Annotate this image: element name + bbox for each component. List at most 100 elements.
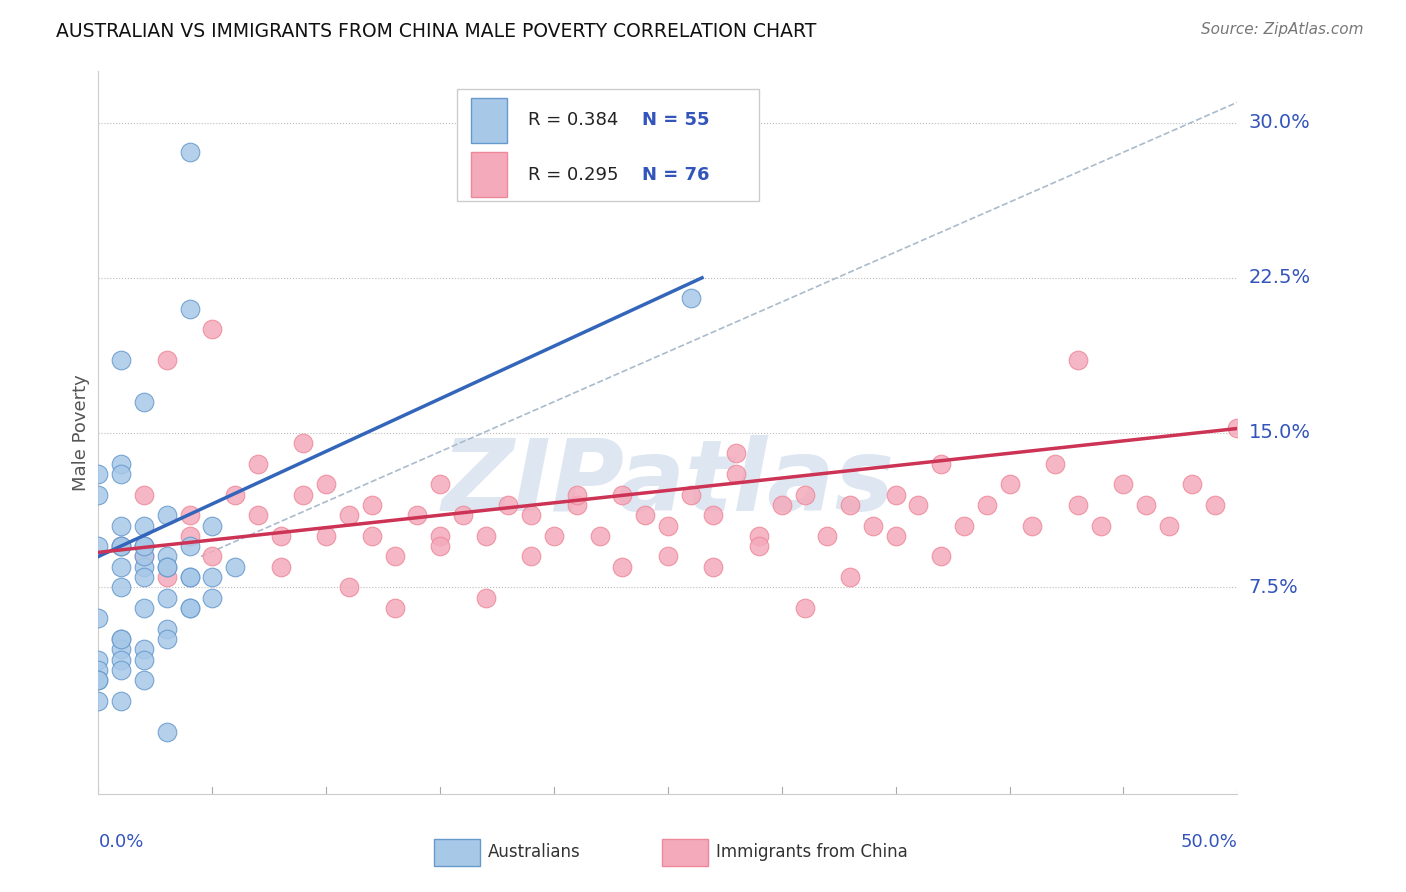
- Point: [384, 601, 406, 615]
- Point: [565, 487, 588, 501]
- Point: [270, 529, 292, 543]
- Point: [224, 559, 246, 574]
- Point: [1135, 498, 1157, 512]
- Point: [132, 549, 155, 564]
- Point: [474, 591, 496, 605]
- Point: [315, 477, 337, 491]
- FancyBboxPatch shape: [662, 838, 707, 866]
- Point: [907, 498, 929, 512]
- Point: [110, 694, 132, 708]
- Text: AUSTRALIAN VS IMMIGRANTS FROM CHINA MALE POVERTY CORRELATION CHART: AUSTRALIAN VS IMMIGRANTS FROM CHINA MALE…: [56, 22, 817, 41]
- Text: R = 0.295: R = 0.295: [527, 166, 619, 184]
- FancyBboxPatch shape: [471, 98, 508, 143]
- Point: [246, 508, 269, 523]
- Point: [110, 642, 132, 657]
- Point: [612, 487, 634, 501]
- Point: [474, 529, 496, 543]
- Point: [862, 518, 884, 533]
- Point: [87, 487, 110, 501]
- Point: [292, 436, 315, 450]
- Point: [156, 508, 179, 523]
- Point: [702, 508, 724, 523]
- Point: [179, 601, 201, 615]
- Point: [451, 508, 474, 523]
- Point: [132, 394, 155, 409]
- Point: [156, 559, 179, 574]
- Point: [132, 487, 155, 501]
- Point: [360, 498, 382, 512]
- Point: [793, 601, 815, 615]
- Point: [132, 539, 155, 553]
- Point: [87, 467, 110, 481]
- Point: [1112, 477, 1135, 491]
- Point: [520, 549, 543, 564]
- Text: N = 55: N = 55: [641, 112, 709, 129]
- Point: [1043, 457, 1066, 471]
- Point: [976, 498, 998, 512]
- Point: [201, 591, 224, 605]
- Point: [337, 581, 360, 595]
- Point: [929, 457, 952, 471]
- Point: [156, 549, 179, 564]
- Point: [315, 529, 337, 543]
- Point: [201, 570, 224, 584]
- Point: [839, 498, 862, 512]
- Point: [110, 632, 132, 646]
- Point: [179, 508, 201, 523]
- FancyBboxPatch shape: [457, 89, 759, 202]
- Text: Source: ZipAtlas.com: Source: ZipAtlas.com: [1201, 22, 1364, 37]
- Point: [156, 591, 179, 605]
- Point: [110, 457, 132, 471]
- Point: [110, 539, 132, 553]
- Point: [87, 694, 110, 708]
- Point: [110, 467, 132, 481]
- Point: [132, 570, 155, 584]
- Point: [953, 518, 976, 533]
- Y-axis label: Male Poverty: Male Poverty: [72, 375, 90, 491]
- Point: [565, 498, 588, 512]
- FancyBboxPatch shape: [434, 838, 479, 866]
- Point: [132, 642, 155, 657]
- Point: [929, 549, 952, 564]
- Point: [132, 559, 155, 574]
- Point: [156, 725, 179, 739]
- Point: [1157, 518, 1180, 533]
- Point: [520, 508, 543, 523]
- Point: [498, 498, 520, 512]
- Point: [179, 570, 201, 584]
- Point: [884, 487, 907, 501]
- Text: R = 0.384: R = 0.384: [527, 112, 619, 129]
- Point: [224, 487, 246, 501]
- Point: [270, 559, 292, 574]
- Point: [657, 518, 679, 533]
- Point: [156, 353, 179, 368]
- Point: [679, 487, 702, 501]
- Point: [1067, 353, 1090, 368]
- Point: [429, 539, 451, 553]
- Text: N = 76: N = 76: [641, 166, 709, 184]
- Point: [1090, 518, 1112, 533]
- FancyBboxPatch shape: [471, 153, 508, 197]
- Point: [156, 632, 179, 646]
- Point: [87, 611, 110, 625]
- Point: [429, 529, 451, 543]
- Point: [612, 559, 634, 574]
- Text: 22.5%: 22.5%: [1249, 268, 1310, 287]
- Point: [725, 467, 748, 481]
- Text: ZIPatlas: ZIPatlas: [441, 434, 894, 532]
- Point: [87, 539, 110, 553]
- Point: [201, 549, 224, 564]
- Point: [132, 601, 155, 615]
- Point: [360, 529, 382, 543]
- Point: [179, 145, 201, 159]
- Point: [132, 539, 155, 553]
- Point: [1226, 421, 1249, 435]
- Point: [815, 529, 838, 543]
- Point: [657, 549, 679, 564]
- Point: [110, 581, 132, 595]
- Point: [884, 529, 907, 543]
- Point: [87, 653, 110, 667]
- Point: [132, 549, 155, 564]
- Point: [110, 632, 132, 646]
- Point: [156, 622, 179, 636]
